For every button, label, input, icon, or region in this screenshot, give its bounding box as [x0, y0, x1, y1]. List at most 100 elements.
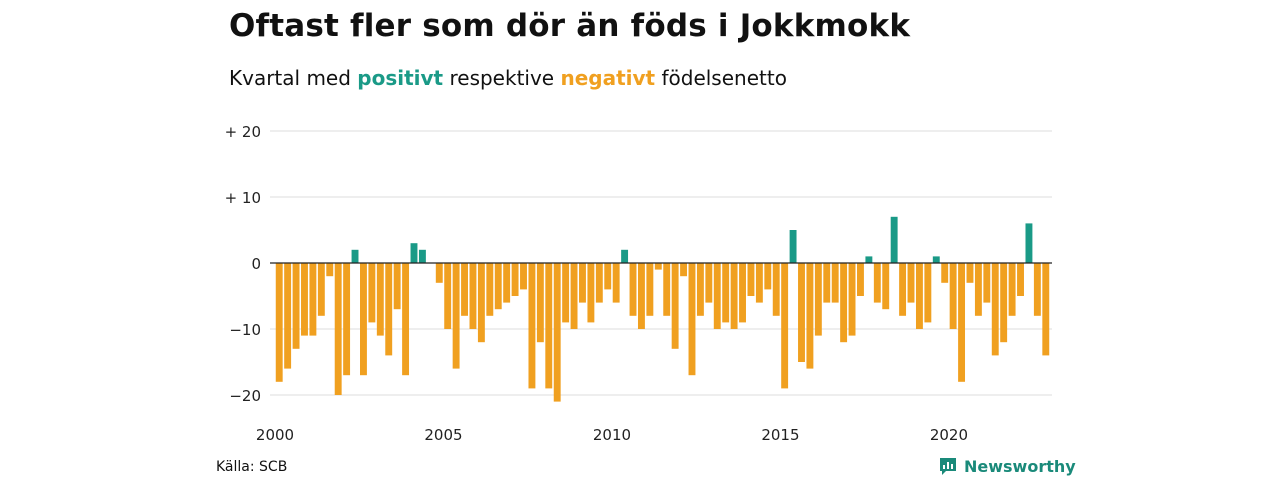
bar-positive [418, 249, 426, 263]
bar-positive [890, 216, 898, 263]
bar-negative [882, 263, 890, 310]
bar-negative [368, 263, 376, 323]
bar-negative [553, 263, 561, 402]
y-tick-label: −10 [229, 321, 261, 339]
bar-negative [637, 263, 645, 329]
bar-negative [772, 263, 780, 316]
bar-negative [857, 263, 864, 296]
bar-negative [444, 263, 452, 329]
bar-negative [696, 263, 704, 316]
bar-negative [1000, 263, 1008, 343]
bar-negative [587, 263, 595, 323]
bar-negative [958, 263, 966, 382]
x-tick-label: 2000 [256, 426, 294, 444]
bar-negative [646, 263, 654, 316]
bar-positive [865, 256, 873, 263]
bar-negative [991, 263, 999, 356]
bar-negative [907, 263, 915, 303]
bar-negative [309, 263, 317, 336]
bar-negative [545, 263, 553, 389]
bar-negative [452, 263, 460, 369]
bar-negative [680, 263, 688, 277]
bar-negative [435, 263, 443, 283]
bar-negative [974, 263, 982, 316]
x-tick-label: 2005 [424, 426, 462, 444]
bar-negative [1017, 263, 1024, 296]
bar-negative [612, 263, 620, 303]
bar-negative [654, 263, 662, 270]
subtitle-suffix: födelsenetto [655, 66, 787, 90]
bar-negative [595, 263, 603, 303]
bars [275, 216, 1050, 402]
bar-negative [688, 263, 696, 376]
bar-positive [1025, 223, 1033, 263]
bar-negative [469, 263, 477, 329]
bar-negative [520, 263, 527, 290]
bar-negative [705, 263, 713, 303]
bar-negative [536, 263, 544, 343]
y-tick-label: + 10 [225, 189, 261, 207]
bar-negative [494, 263, 502, 310]
bar-negative [284, 263, 292, 369]
source-note: Källa: SCB [216, 459, 288, 475]
bar-positive [410, 243, 418, 263]
bar-negative [781, 263, 789, 389]
bar-negative [402, 263, 410, 376]
bar-negative [477, 263, 485, 343]
bar-negative [1042, 263, 1050, 356]
bar-negative [730, 263, 738, 329]
bar-negative [722, 263, 730, 323]
bar-negative [831, 263, 839, 303]
bar-negative [393, 263, 401, 310]
subtitle-prefix: Kvartal med [229, 66, 358, 90]
y-axis-ticks: + 20 + 10 0 −10 −20 [225, 123, 261, 405]
brand-logo: Newsworthy [938, 456, 1076, 476]
y-tick-label: −20 [229, 387, 261, 405]
bar-negative [941, 263, 949, 283]
bar-negative [663, 263, 671, 316]
bar-negative [671, 263, 679, 349]
bar-negative [747, 263, 755, 296]
subtitle-negative-label: negativt [560, 66, 656, 90]
bar-negative [806, 263, 814, 369]
bar-negative [755, 263, 763, 303]
bar-negative [562, 263, 570, 323]
bar-negative [317, 263, 325, 316]
bar-negative [739, 263, 746, 323]
bar-negative [873, 263, 881, 303]
y-tick-label: + 20 [225, 123, 261, 141]
bar-positive [621, 249, 629, 263]
bar-negative [376, 263, 384, 336]
bar-negative [629, 263, 637, 316]
y-tick-label: 0 [251, 255, 261, 273]
bar-negative [360, 263, 367, 376]
bar-negative [503, 263, 511, 303]
bar-negative [764, 263, 772, 290]
bar-negative [966, 263, 974, 283]
bar-negative [924, 263, 932, 323]
bar-negative [511, 263, 519, 296]
bar-positive [789, 230, 797, 263]
bar-negative [1033, 263, 1041, 316]
bar-negative [983, 263, 991, 303]
bar-negative [275, 263, 283, 382]
x-tick-label: 2015 [761, 426, 799, 444]
bar-negative [899, 263, 907, 316]
x-tick-label: 2020 [930, 426, 968, 444]
x-tick-label: 2010 [593, 426, 631, 444]
bar-negative [343, 263, 351, 376]
bar-negative [840, 263, 848, 343]
bar-negative [949, 263, 957, 329]
bar-negative [579, 263, 586, 303]
bar-negative [461, 263, 468, 316]
x-axis-ticks: 2000 2005 2010 2015 2020 [256, 426, 968, 444]
bar-negative [823, 263, 831, 303]
bar-negative [292, 263, 300, 349]
brand-name: Newsworthy [964, 456, 1076, 476]
bar-negative [528, 263, 536, 389]
bar-negative [334, 263, 342, 395]
bar-negative [385, 263, 393, 356]
chart-logo-icon [940, 458, 956, 475]
bar-negative [486, 263, 494, 316]
